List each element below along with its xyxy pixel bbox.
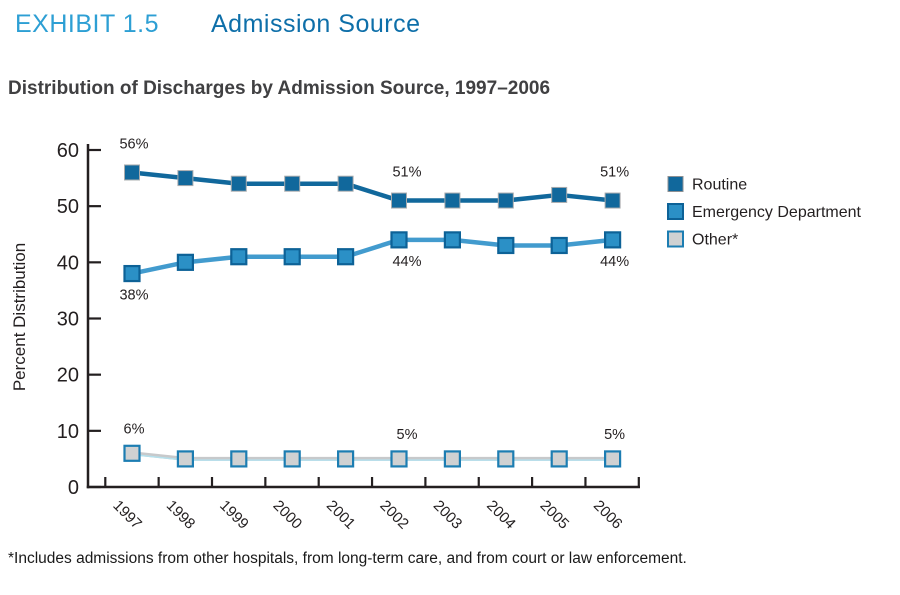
x-tick-label-2005: 2005 [537,497,573,533]
x-tick-label-2003: 2003 [430,497,466,533]
marker-0-2003 [444,192,461,209]
exhibit-title: Admission Source [211,10,421,38]
y-tick-label: 60 [57,140,79,162]
marker-0-2002 [391,192,407,209]
annotation-5%-2002: 5% [397,427,418,443]
y-axis-title: Percent Distribution [10,243,29,391]
marker-1-2000 [283,248,301,266]
marker-2-1999 [230,450,248,468]
legend-swatch-1 [667,203,684,220]
annotation-51%-2002: 51% [392,165,421,181]
marker-2-2001 [337,450,355,468]
marker-0-2001 [337,175,354,192]
marker-0-2006 [604,192,621,209]
marker-0-1999 [230,175,247,192]
marker-2-2002 [390,450,408,468]
line-chart: 0 10 20 30 40 50 60 Percent Distribution 1997 199… [0,120,900,550]
x-tick-label-2001: 2001 [323,497,359,533]
marker-0-2005 [551,186,568,203]
x-tick-label-2000: 2000 [270,497,306,533]
marker-0-2004 [497,192,514,209]
series-line-accent-2 [131,453,613,461]
y-tick-label: 50 [57,196,79,218]
footnote: *Includes admissions from other hospital… [8,550,687,567]
annotation-38%-1997: 38% [119,288,148,304]
marker-1-1999 [230,248,248,266]
marker-2-1998 [176,450,194,468]
chart-canvas: 0 10 20 30 40 50 60 Percent Distribution 1997 199… [10,136,862,533]
marker-2-2006 [603,450,622,468]
y-tick-label: 40 [57,252,79,274]
marker-1-2003 [443,231,461,249]
x-tick-label-2006: 2006 [590,497,626,533]
exhibit-header: EXHIBIT 1.5 Admission Source [15,10,420,39]
exhibit-label: EXHIBIT 1.5 [15,10,159,38]
series-line-0 [131,170,613,203]
marker-2-2005 [550,450,568,468]
legend-label-1: Emergency Department [692,204,862,221]
annotation-51%-2006: 51% [600,165,629,181]
annotation-5%-2006: 5% [604,427,625,443]
legend-swatch-0 [667,176,684,192]
marker-1-2004 [497,236,515,255]
marker-2-2004 [497,450,515,468]
series-line-1 [131,237,613,276]
y-tick-label: 10 [57,421,79,443]
annotation-44%-2002: 44% [392,254,421,270]
legend-swatch-2 [667,230,684,248]
x-tick-label-2004: 2004 [483,497,519,533]
marker-1-2005 [550,236,568,255]
x-tick-label-2002: 2002 [376,497,412,533]
legend-label-2: Other* [692,232,738,249]
x-tick-label-1998: 1998 [163,497,199,533]
marker-1-2002 [390,231,408,249]
legend-label-0: Routine [692,177,747,194]
marker-1-1998 [176,253,194,271]
chart-subtitle: Distribution of Discharges by Admission … [8,78,551,99]
marker-1-2006 [603,231,622,249]
y-tick-label: 30 [57,309,79,331]
annotation-56%-1997: 56% [119,136,148,152]
marker-1-1997 [123,264,141,283]
x-tick-label-1999: 1999 [216,497,252,533]
annotation-6%-1997: 6% [124,421,145,437]
marker-2-2000 [283,450,301,468]
marker-0-1998 [177,170,194,187]
y-tick-label: 20 [57,365,79,387]
series-line-2 [131,451,613,461]
annotation-44%-2006: 44% [600,254,629,270]
marker-0-1997 [124,164,140,181]
marker-2-2003 [443,450,461,468]
marker-1-2001 [337,248,355,266]
marker-0-2000 [284,175,301,192]
y-tick-label: 0 [68,477,79,499]
x-tick-label-1997: 1997 [109,497,145,533]
marker-2-1997 [123,444,141,462]
